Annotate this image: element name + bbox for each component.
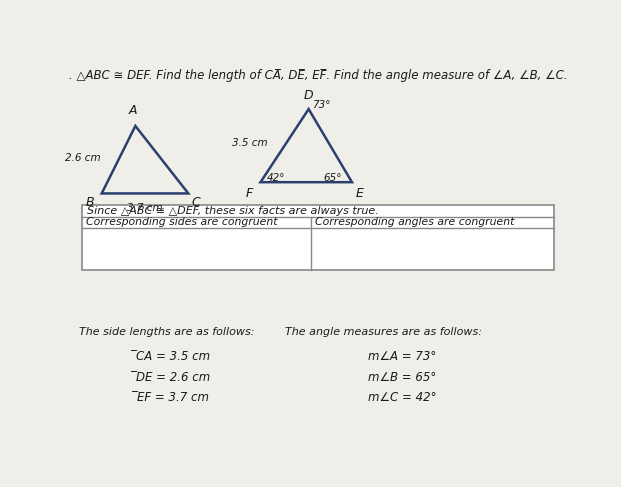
Text: E: E (356, 187, 364, 200)
Text: Since △ABC ≅ △DEF, these six facts are always true.: Since △ABC ≅ △DEF, these six facts are a… (87, 206, 379, 216)
Text: ̅CA = 3.5 cm: ̅CA = 3.5 cm (137, 350, 211, 363)
Text: 3.5 cm: 3.5 cm (232, 138, 267, 148)
Text: 3.7 cm: 3.7 cm (127, 203, 163, 213)
Text: The angle measures are as follows:: The angle measures are as follows: (285, 327, 482, 337)
Text: 2.6 cm: 2.6 cm (65, 153, 101, 163)
Text: A: A (129, 104, 137, 116)
Text: ̅EF = 3.7 cm: ̅EF = 3.7 cm (138, 392, 210, 404)
Text: ̅DE = 2.6 cm: ̅DE = 2.6 cm (137, 371, 211, 384)
Text: D: D (304, 89, 314, 102)
Text: 73°: 73° (312, 100, 331, 110)
Text: The side lengths are as follows:: The side lengths are as follows: (79, 327, 255, 337)
Text: m∠B = 65°: m∠B = 65° (368, 371, 437, 384)
Text: B: B (86, 196, 94, 209)
Text: Corresponding sides are congruent: Corresponding sides are congruent (86, 217, 278, 227)
Text: m∠A = 73°: m∠A = 73° (368, 350, 437, 363)
Text: . △ABC ≅ DEF. Find the length of CA̅, DE̅, EF̅. Find the angle measure of ∠A, ∠B: . △ABC ≅ DEF. Find the length of CA̅, DE… (69, 69, 568, 82)
Bar (83, 205, 554, 270)
Text: Corresponding angles are congruent: Corresponding angles are congruent (315, 217, 514, 227)
Text: 42°: 42° (267, 173, 285, 183)
Text: F: F (246, 187, 253, 200)
Text: 65°: 65° (323, 173, 342, 183)
Text: C: C (191, 196, 200, 209)
Text: m∠C = 42°: m∠C = 42° (368, 392, 437, 404)
